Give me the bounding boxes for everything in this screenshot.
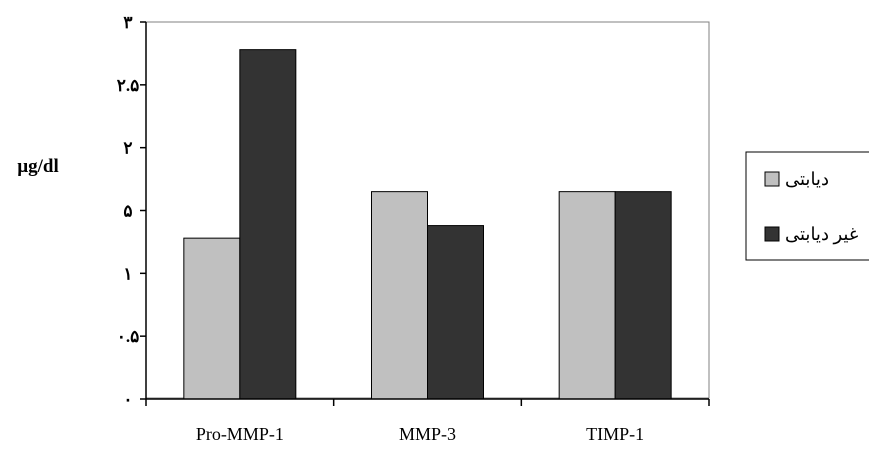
legend-box	[745, 151, 869, 261]
bars-group	[183, 49, 672, 400]
y-tick-label: ۲.۵	[117, 76, 140, 95]
y-tick-label: ۰	[123, 390, 132, 409]
x-category-label: MMP-3	[399, 424, 456, 444]
bar	[371, 191, 428, 400]
y-tick-label: ۱	[123, 264, 132, 283]
y-tick-label: ۳	[123, 13, 132, 32]
bar	[239, 49, 297, 400]
y-tick-label: ۲	[123, 139, 132, 158]
bar	[427, 225, 484, 400]
bar	[183, 237, 241, 400]
legend-swatch-diabetic	[764, 171, 780, 187]
legend-label-diabetic: دیابتی	[785, 169, 829, 189]
y-tick-label: ۰.۵	[117, 327, 140, 346]
legend: دیابتی غیر دیابتی	[745, 151, 869, 261]
x-ticks-group: Pro-MMP-1 MMP-3 TIMP-1	[145, 399, 710, 444]
y-axis-label: µg/dl	[17, 156, 59, 177]
bar	[614, 191, 672, 400]
x-category-label: TIMP-1	[586, 424, 644, 444]
legend-swatch-non-diabetic	[764, 226, 780, 242]
y-tick-label: ۵	[123, 202, 132, 221]
legend-label-non-diabetic: غیر دیابتی	[785, 224, 858, 245]
y-ticks-group: ۰ ۰.۵ ۱ ۵ ۲ ۲.۵ ۳	[117, 13, 146, 409]
bar	[558, 191, 616, 400]
x-category-label: Pro-MMP-1	[196, 424, 284, 444]
